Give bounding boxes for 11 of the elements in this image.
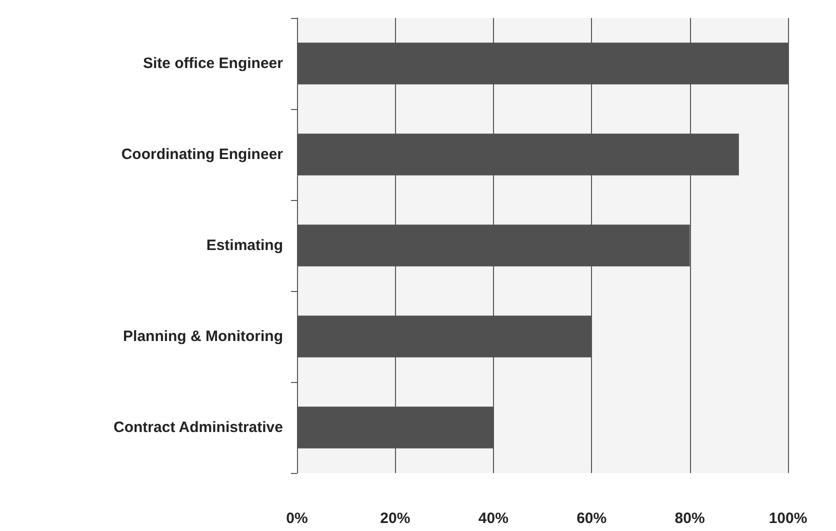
y-tick-label: Planning & Monitoring bbox=[123, 328, 283, 345]
x-tick-label: 40% bbox=[478, 510, 508, 527]
y-tick-label: Site office Engineer bbox=[142, 55, 284, 72]
y-tick-label: Coordinating Engineer bbox=[121, 146, 284, 163]
x-tick-label: 0% bbox=[286, 510, 308, 527]
x-tick-label: 100% bbox=[768, 510, 808, 527]
x-tick-label: 20% bbox=[380, 510, 410, 527]
y-tick-label: Estimating bbox=[206, 237, 283, 254]
x-tick-label: 60% bbox=[576, 510, 607, 527]
y-tick-label: Contract Administrative bbox=[114, 419, 283, 436]
x-tick-label: 80% bbox=[674, 510, 705, 527]
